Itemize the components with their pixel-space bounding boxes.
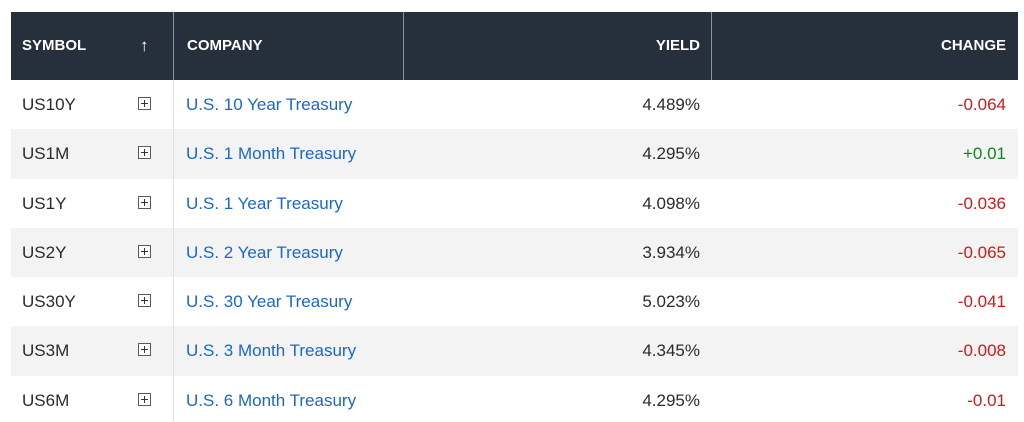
arrow-up-icon[interactable]: ↑ — [140, 36, 149, 55]
row-symbol: US2Y — [22, 242, 67, 262]
row-company-link[interactable]: U.S. 30 Year Treasury — [186, 292, 353, 312]
table-row: US6M U.S. 6 Month Treasury 4.295% -0.01 — [11, 375, 1018, 422]
row-symbol: US3M — [22, 341, 70, 361]
table-row: US2Y U.S. 2 Year Treasury 3.934% -0.065 — [11, 227, 1018, 278]
row-company-link[interactable]: U.S. 1 Month Treasury — [186, 144, 357, 164]
plus-box-icon[interactable] — [138, 97, 151, 110]
treasury-yields-table: SYMBOL ↑ COMPANY YIELD CHANGE US10Y U.S. … — [11, 12, 1018, 422]
column-divider — [173, 129, 174, 179]
table-row: US1M U.S. 1 Month Treasury 4.295% +0.01 — [11, 129, 1018, 179]
row-symbol: US10Y — [22, 95, 76, 114]
row-symbol: US1Y — [22, 193, 67, 213]
column-header-symbol-label: SYMBOL — [22, 37, 87, 54]
row-company-link[interactable]: U.S. 1 Year Treasury — [186, 193, 343, 213]
row-change: -0.008 — [957, 341, 1006, 361]
table-row: US1Y U.S. 1 Year Treasury 4.098% -0.036 — [11, 178, 1018, 228]
row-yield: 4.295% — [642, 144, 700, 164]
row-change: -0.064 — [957, 95, 1006, 114]
row-change: -0.041 — [957, 292, 1006, 312]
row-yield: 4.345% — [642, 341, 700, 361]
column-header-symbol[interactable]: SYMBOL — [11, 12, 173, 80]
row-change: -0.036 — [957, 193, 1006, 213]
row-company-link[interactable]: U.S. 10 Year Treasury — [186, 95, 353, 114]
row-symbol: US30Y — [22, 292, 76, 312]
row-yield: 4.098% — [642, 193, 700, 213]
column-divider — [173, 326, 174, 376]
plus-box-icon[interactable] — [138, 195, 151, 209]
table-row: US30Y U.S. 30 Year Treasury 5.023% -0.041 — [11, 277, 1018, 327]
plus-box-icon[interactable] — [138, 294, 151, 308]
row-company-link[interactable]: U.S. 3 Month Treasury — [186, 341, 357, 361]
row-yield: 3.934% — [642, 242, 700, 262]
row-yield: 4.295% — [642, 390, 700, 410]
row-company-link[interactable]: U.S. 2 Year Treasury — [186, 242, 343, 262]
row-yield: 5.023% — [642, 292, 700, 312]
table-row: US10Y U.S. 10 Year Treasury 4.489% -0.064 — [11, 80, 1018, 130]
plus-box-icon[interactable] — [138, 244, 151, 258]
column-header-change[interactable]: CHANGE — [711, 12, 1018, 80]
table-row: US3M U.S. 3 Month Treasury 4.345% -0.008 — [11, 326, 1018, 376]
row-yield: 4.489% — [642, 95, 700, 114]
column-header-company-label: COMPANY — [187, 37, 263, 54]
column-divider — [173, 178, 174, 228]
column-header-yield-label: YIELD — [655, 37, 700, 54]
column-divider — [173, 227, 174, 278]
table-body: US10Y U.S. 10 Year Treasury 4.489% -0.064 US… — [11, 80, 1018, 422]
row-change: -0.065 — [957, 242, 1006, 262]
row-change: +0.01 — [962, 144, 1006, 164]
column-divider — [173, 277, 174, 327]
row-change: -0.01 — [967, 390, 1006, 410]
column-divider — [173, 375, 174, 422]
column-divider — [173, 80, 174, 130]
row-symbol: US1M — [22, 144, 70, 164]
plus-box-icon[interactable] — [138, 392, 151, 406]
column-header-yield[interactable]: YIELD — [403, 12, 711, 80]
plus-box-icon[interactable] — [138, 146, 151, 160]
column-header-change-label: CHANGE — [940, 37, 1006, 54]
row-company-link[interactable]: U.S. 6 Month Treasury — [186, 390, 357, 410]
row-symbol: US6M — [22, 390, 70, 410]
column-header-company[interactable]: COMPANY — [173, 12, 403, 80]
plus-box-icon[interactable] — [138, 343, 151, 357]
table-header: SYMBOL ↑ COMPANY YIELD CHANGE — [11, 12, 1018, 80]
